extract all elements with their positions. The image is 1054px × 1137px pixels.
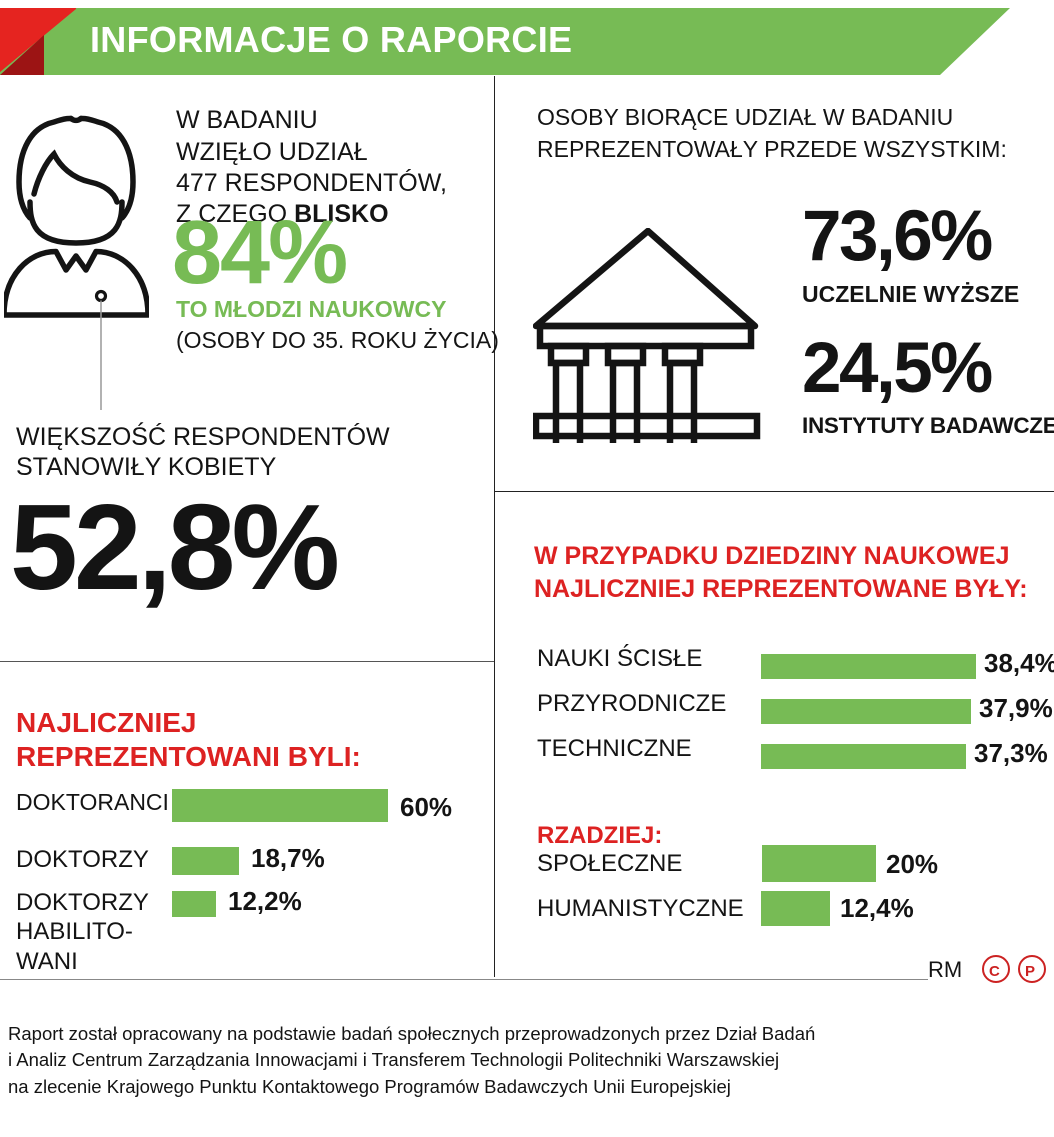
svg-text:P: P bbox=[1025, 963, 1035, 980]
svg-text:C: C bbox=[989, 963, 1000, 980]
svg-text:RM: RM bbox=[928, 957, 962, 982]
svg-text:INFORMACJE O RAPORCIE: INFORMACJE O RAPORCIE bbox=[90, 19, 572, 60]
